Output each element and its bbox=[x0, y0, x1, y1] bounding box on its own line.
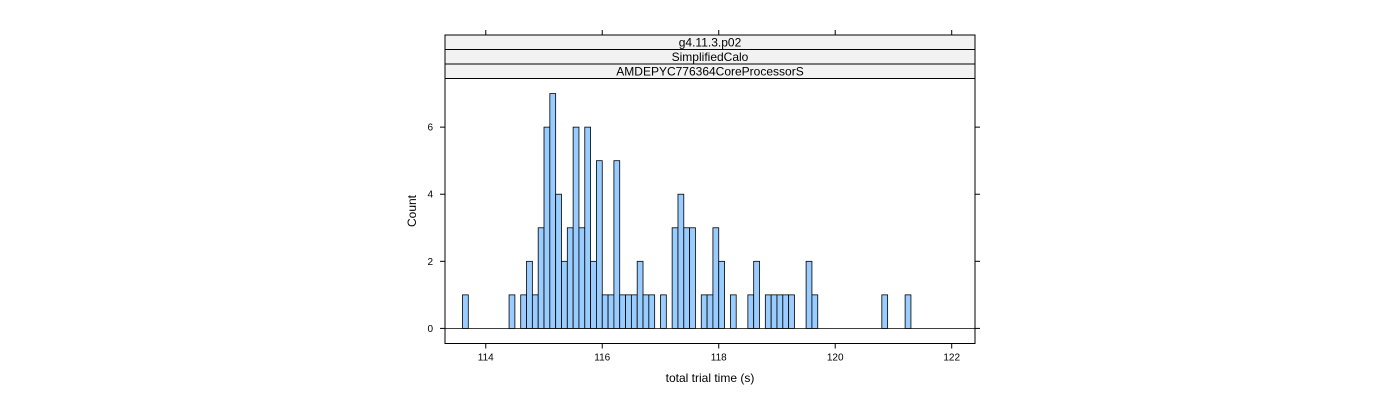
histogram-bar bbox=[776, 294, 784, 329]
y-tick-label: 0 bbox=[427, 324, 433, 335]
x-tick-label: 120 bbox=[827, 353, 844, 364]
histogram-bar bbox=[671, 227, 679, 329]
histogram-bar bbox=[764, 294, 772, 329]
histogram-bar bbox=[601, 294, 609, 329]
y-tick-label: 2 bbox=[427, 257, 433, 268]
bars-group bbox=[445, 93, 975, 329]
x-tick-label: 118 bbox=[711, 353, 727, 364]
histogram-bar bbox=[712, 227, 720, 329]
y-axis-title: Count bbox=[405, 194, 419, 227]
histogram-bar bbox=[584, 126, 592, 329]
x-axis-title: total trial time (s) bbox=[666, 371, 755, 385]
histogram-bar bbox=[561, 260, 568, 329]
histogram-bar bbox=[543, 126, 551, 329]
plot-panel bbox=[444, 78, 976, 344]
histogram-bar bbox=[689, 227, 696, 329]
histogram-bar bbox=[700, 294, 708, 329]
histogram-bar bbox=[607, 294, 615, 329]
histogram-bar bbox=[462, 294, 469, 329]
histogram-bar bbox=[648, 294, 656, 329]
y-tick-label: 6 bbox=[427, 123, 433, 134]
histogram-bar bbox=[718, 260, 725, 329]
histogram-bar bbox=[549, 93, 557, 329]
histogram-bar bbox=[782, 294, 790, 329]
x-tick-label: 122 bbox=[943, 353, 960, 364]
y-tick-label: 4 bbox=[427, 190, 433, 201]
histogram-bar bbox=[520, 294, 527, 329]
y-axis: 0 2 4 6 bbox=[427, 123, 980, 335]
histogram-bar bbox=[642, 294, 650, 329]
histogram-bar bbox=[508, 294, 516, 329]
histogram-bar bbox=[537, 227, 545, 329]
histogram-bar bbox=[811, 294, 819, 329]
histogram-bar bbox=[572, 126, 580, 329]
histogram-bar bbox=[636, 260, 644, 329]
strip-label-application: SimplifiedCalo bbox=[672, 50, 749, 64]
histogram-bar bbox=[630, 294, 638, 329]
histogram-bar bbox=[706, 294, 714, 329]
histogram-bar bbox=[683, 227, 691, 329]
histogram-bar bbox=[660, 294, 667, 329]
x-tick-label: 116 bbox=[594, 353, 610, 364]
strip-label-processor: AMDEPYC776364CoreProcessorS bbox=[616, 65, 803, 79]
strip-group: g4.11.3.p02 SimplifiedCalo AMDEPYC776364… bbox=[444, 34, 976, 79]
histogram-bar bbox=[677, 193, 685, 329]
histogram-bar bbox=[596, 160, 603, 329]
histogram-bar bbox=[753, 260, 760, 329]
histogram-bar bbox=[788, 294, 795, 329]
histogram-bar bbox=[770, 294, 778, 329]
histogram-bar bbox=[590, 260, 597, 329]
histogram-bar bbox=[613, 160, 621, 329]
histogram-bar bbox=[578, 227, 586, 329]
histogram-bar bbox=[526, 260, 533, 329]
x-tick-label: 114 bbox=[478, 353, 494, 364]
histogram-bar bbox=[625, 294, 632, 329]
histogram-bar bbox=[904, 294, 912, 329]
histogram-bar bbox=[619, 294, 626, 329]
strip-label-version: g4.11.3.p02 bbox=[679, 36, 742, 50]
x-axis: 114 116 118 120 122 bbox=[478, 30, 960, 364]
histogram-bar bbox=[881, 294, 889, 329]
histogram-bar bbox=[566, 227, 574, 329]
histogram-bar bbox=[555, 193, 562, 329]
histogram-bar bbox=[747, 294, 755, 329]
histogram-bar bbox=[531, 294, 539, 329]
histogram-bar bbox=[805, 260, 813, 329]
histogram-bar bbox=[729, 294, 737, 329]
